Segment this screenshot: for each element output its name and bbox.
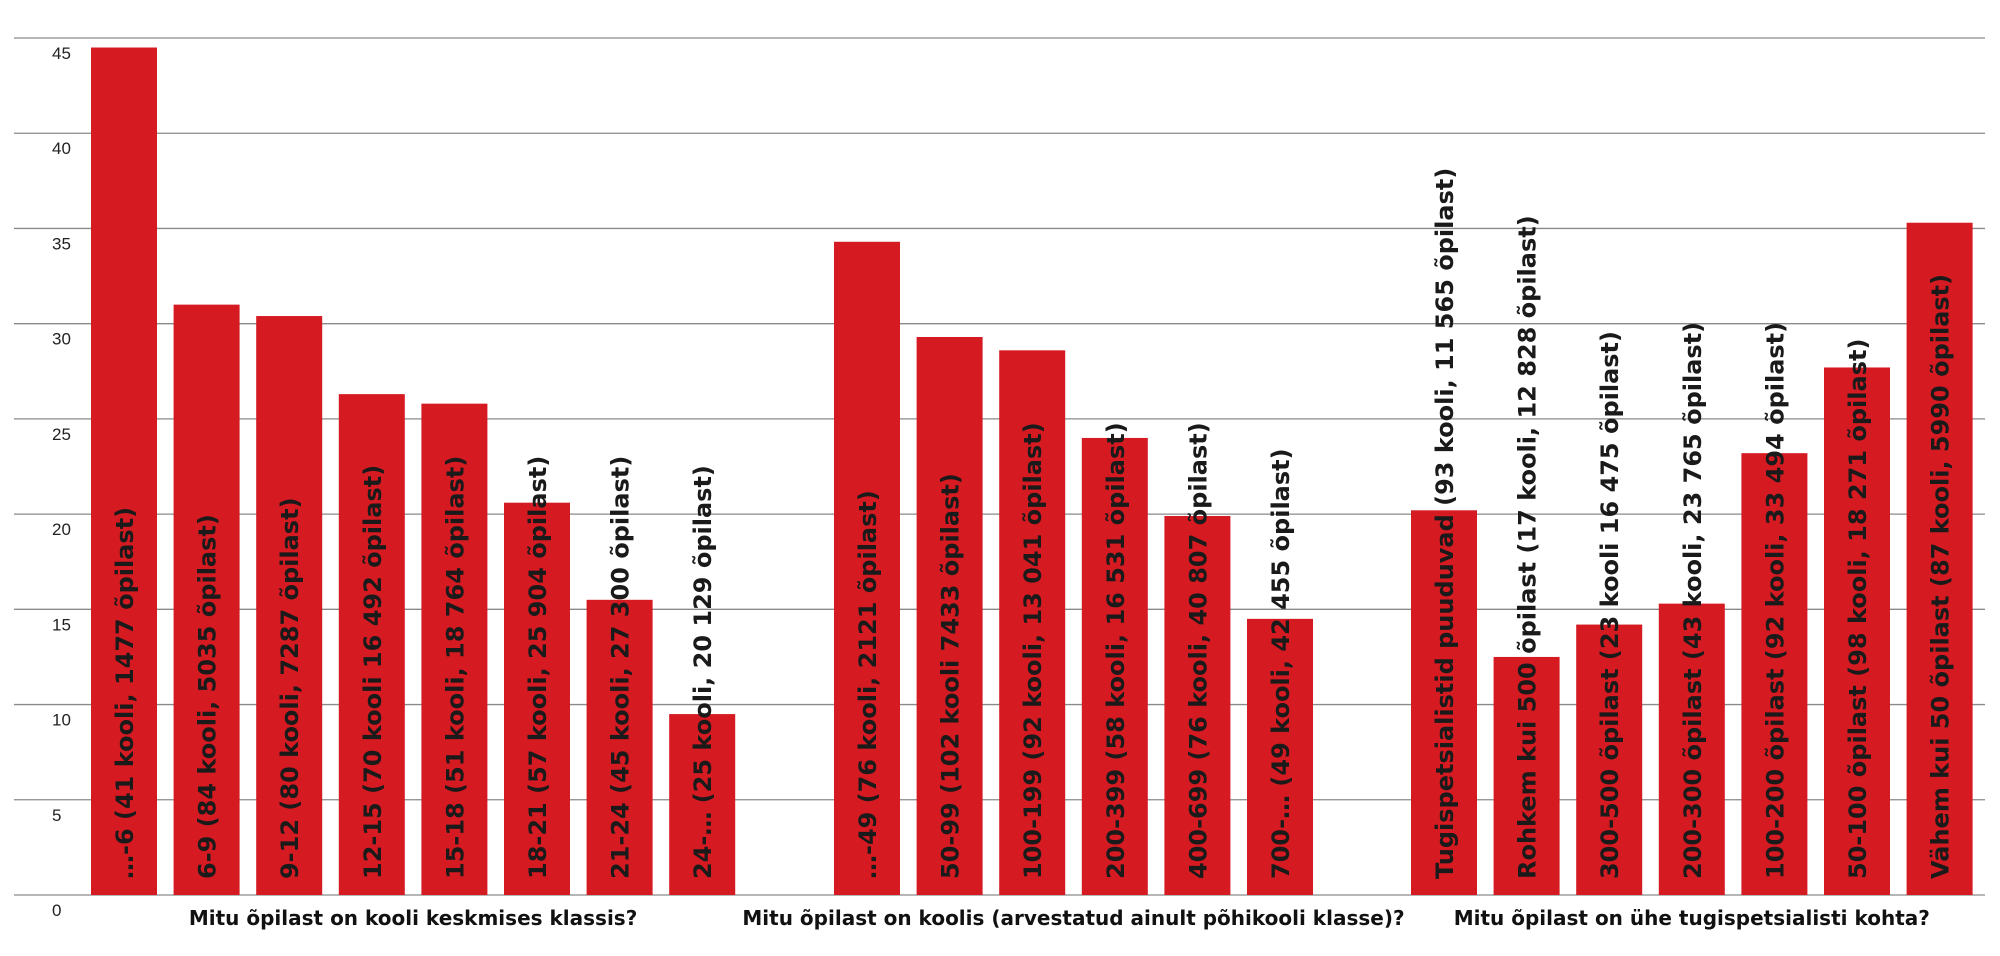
bar xyxy=(504,502,570,895)
bar-label: 15-18 (51 kooli, 18 764 õpilast) xyxy=(441,456,469,879)
bar-label: 50-100 õpilast (98 kooli, 18 271 õpilast… xyxy=(1844,339,1872,879)
bar xyxy=(1824,367,1890,896)
bar xyxy=(173,304,240,896)
bar-label: 100-199 (92 kooli, 13 041 õpilast) xyxy=(1019,422,1047,879)
y-axis-ticks: 0 5 10 15 20 25 30 35 40 45 xyxy=(52,44,71,920)
bar-label: 50-99 (102 kooli 7433 õpilast) xyxy=(937,473,965,879)
bar xyxy=(916,336,983,895)
y-tick-label: 15 xyxy=(52,615,71,634)
bars xyxy=(91,47,1973,896)
group-label: Mitu õpilast on kooli keskmises klassis? xyxy=(189,906,637,930)
group-label: Mitu õpilast on ühe tugispetsialisti koh… xyxy=(1454,906,1930,930)
bar xyxy=(834,241,900,895)
bar-label: 6-9 (84 kooli, 5035 õpilast) xyxy=(194,514,222,879)
bar xyxy=(1247,618,1313,895)
bar xyxy=(338,394,405,895)
bar xyxy=(1493,656,1560,895)
bar-label: Rohkem kui 500 õpilast (17 kooli, 12 828… xyxy=(1514,215,1542,879)
bar xyxy=(586,599,653,895)
y-tick-label: 0 xyxy=(52,901,61,920)
bar xyxy=(999,350,1066,896)
bar xyxy=(1906,222,1973,896)
bar xyxy=(421,403,488,895)
bar-label: 21-24 (45 kooli, 27 300 õpilast) xyxy=(607,456,635,879)
bar-label: …-49 (76 kooli, 2121 õpilast) xyxy=(854,490,882,879)
y-tick-label: 45 xyxy=(52,44,71,63)
bar-label: 300-500 õpilast (23 kooli 16 475 õpilast… xyxy=(1596,331,1624,879)
bar-label: …-6 (41 kooli, 1477 õpilast) xyxy=(111,507,139,879)
bar xyxy=(1658,603,1725,895)
y-tick-label: 40 xyxy=(52,139,71,158)
bar xyxy=(669,714,736,895)
y-tick-label: 30 xyxy=(52,330,71,349)
bar-label: Tugispetsialistid puuduvad (93 kooli, 11… xyxy=(1431,168,1459,879)
bar-label: 9-12 (80 kooli, 7287 õpilast) xyxy=(276,497,304,879)
bar xyxy=(91,47,157,896)
bar-label: 12-15 (70 kooli 16 492 õpilast) xyxy=(359,465,387,879)
bar xyxy=(1741,453,1808,895)
bar-label: 18-21 (57 kooli, 25 904 õpilast) xyxy=(524,456,552,879)
bar xyxy=(256,316,323,895)
bar-label: 400-699 (76 kooli, 40 807 õpilast) xyxy=(1184,422,1212,879)
y-tick-label: 35 xyxy=(52,234,71,253)
bar xyxy=(1164,516,1231,895)
bar xyxy=(1576,624,1643,895)
bar-label: 700-… (49 kooli, 42 455 õpilast) xyxy=(1267,448,1295,879)
group-labels: Mitu õpilast on kooli keskmises klassis?… xyxy=(189,906,1930,930)
y-tick-label: 10 xyxy=(52,711,71,730)
group-label: Mitu õpilast on koolis (arvestatud ainul… xyxy=(742,906,1404,930)
y-tick-label: 25 xyxy=(52,425,71,444)
bar-labels: …-6 (41 kooli, 1477 õpilast) 6-9 (84 kool… xyxy=(111,168,1955,879)
y-tick-label: 5 xyxy=(52,806,61,825)
bar xyxy=(1411,510,1477,895)
bar-label: Vähem kui 50 õpilast (87 kooli, 5990 õpi… xyxy=(1927,274,1955,879)
bar-label: 200-300 õpilast (43 kooli, 23 765 õpilas… xyxy=(1679,322,1707,879)
bar-label: 100-200 õpilast (92 kooli, 33 494 õpilas… xyxy=(1761,322,1789,879)
bar-label: 200-399 (58 kooli, 16 531 õpilast) xyxy=(1102,422,1130,879)
bar xyxy=(1081,437,1148,895)
bar-label: 24-… (25 kooli, 20 129 õpilast) xyxy=(689,465,717,879)
y-tick-label: 20 xyxy=(52,520,71,539)
